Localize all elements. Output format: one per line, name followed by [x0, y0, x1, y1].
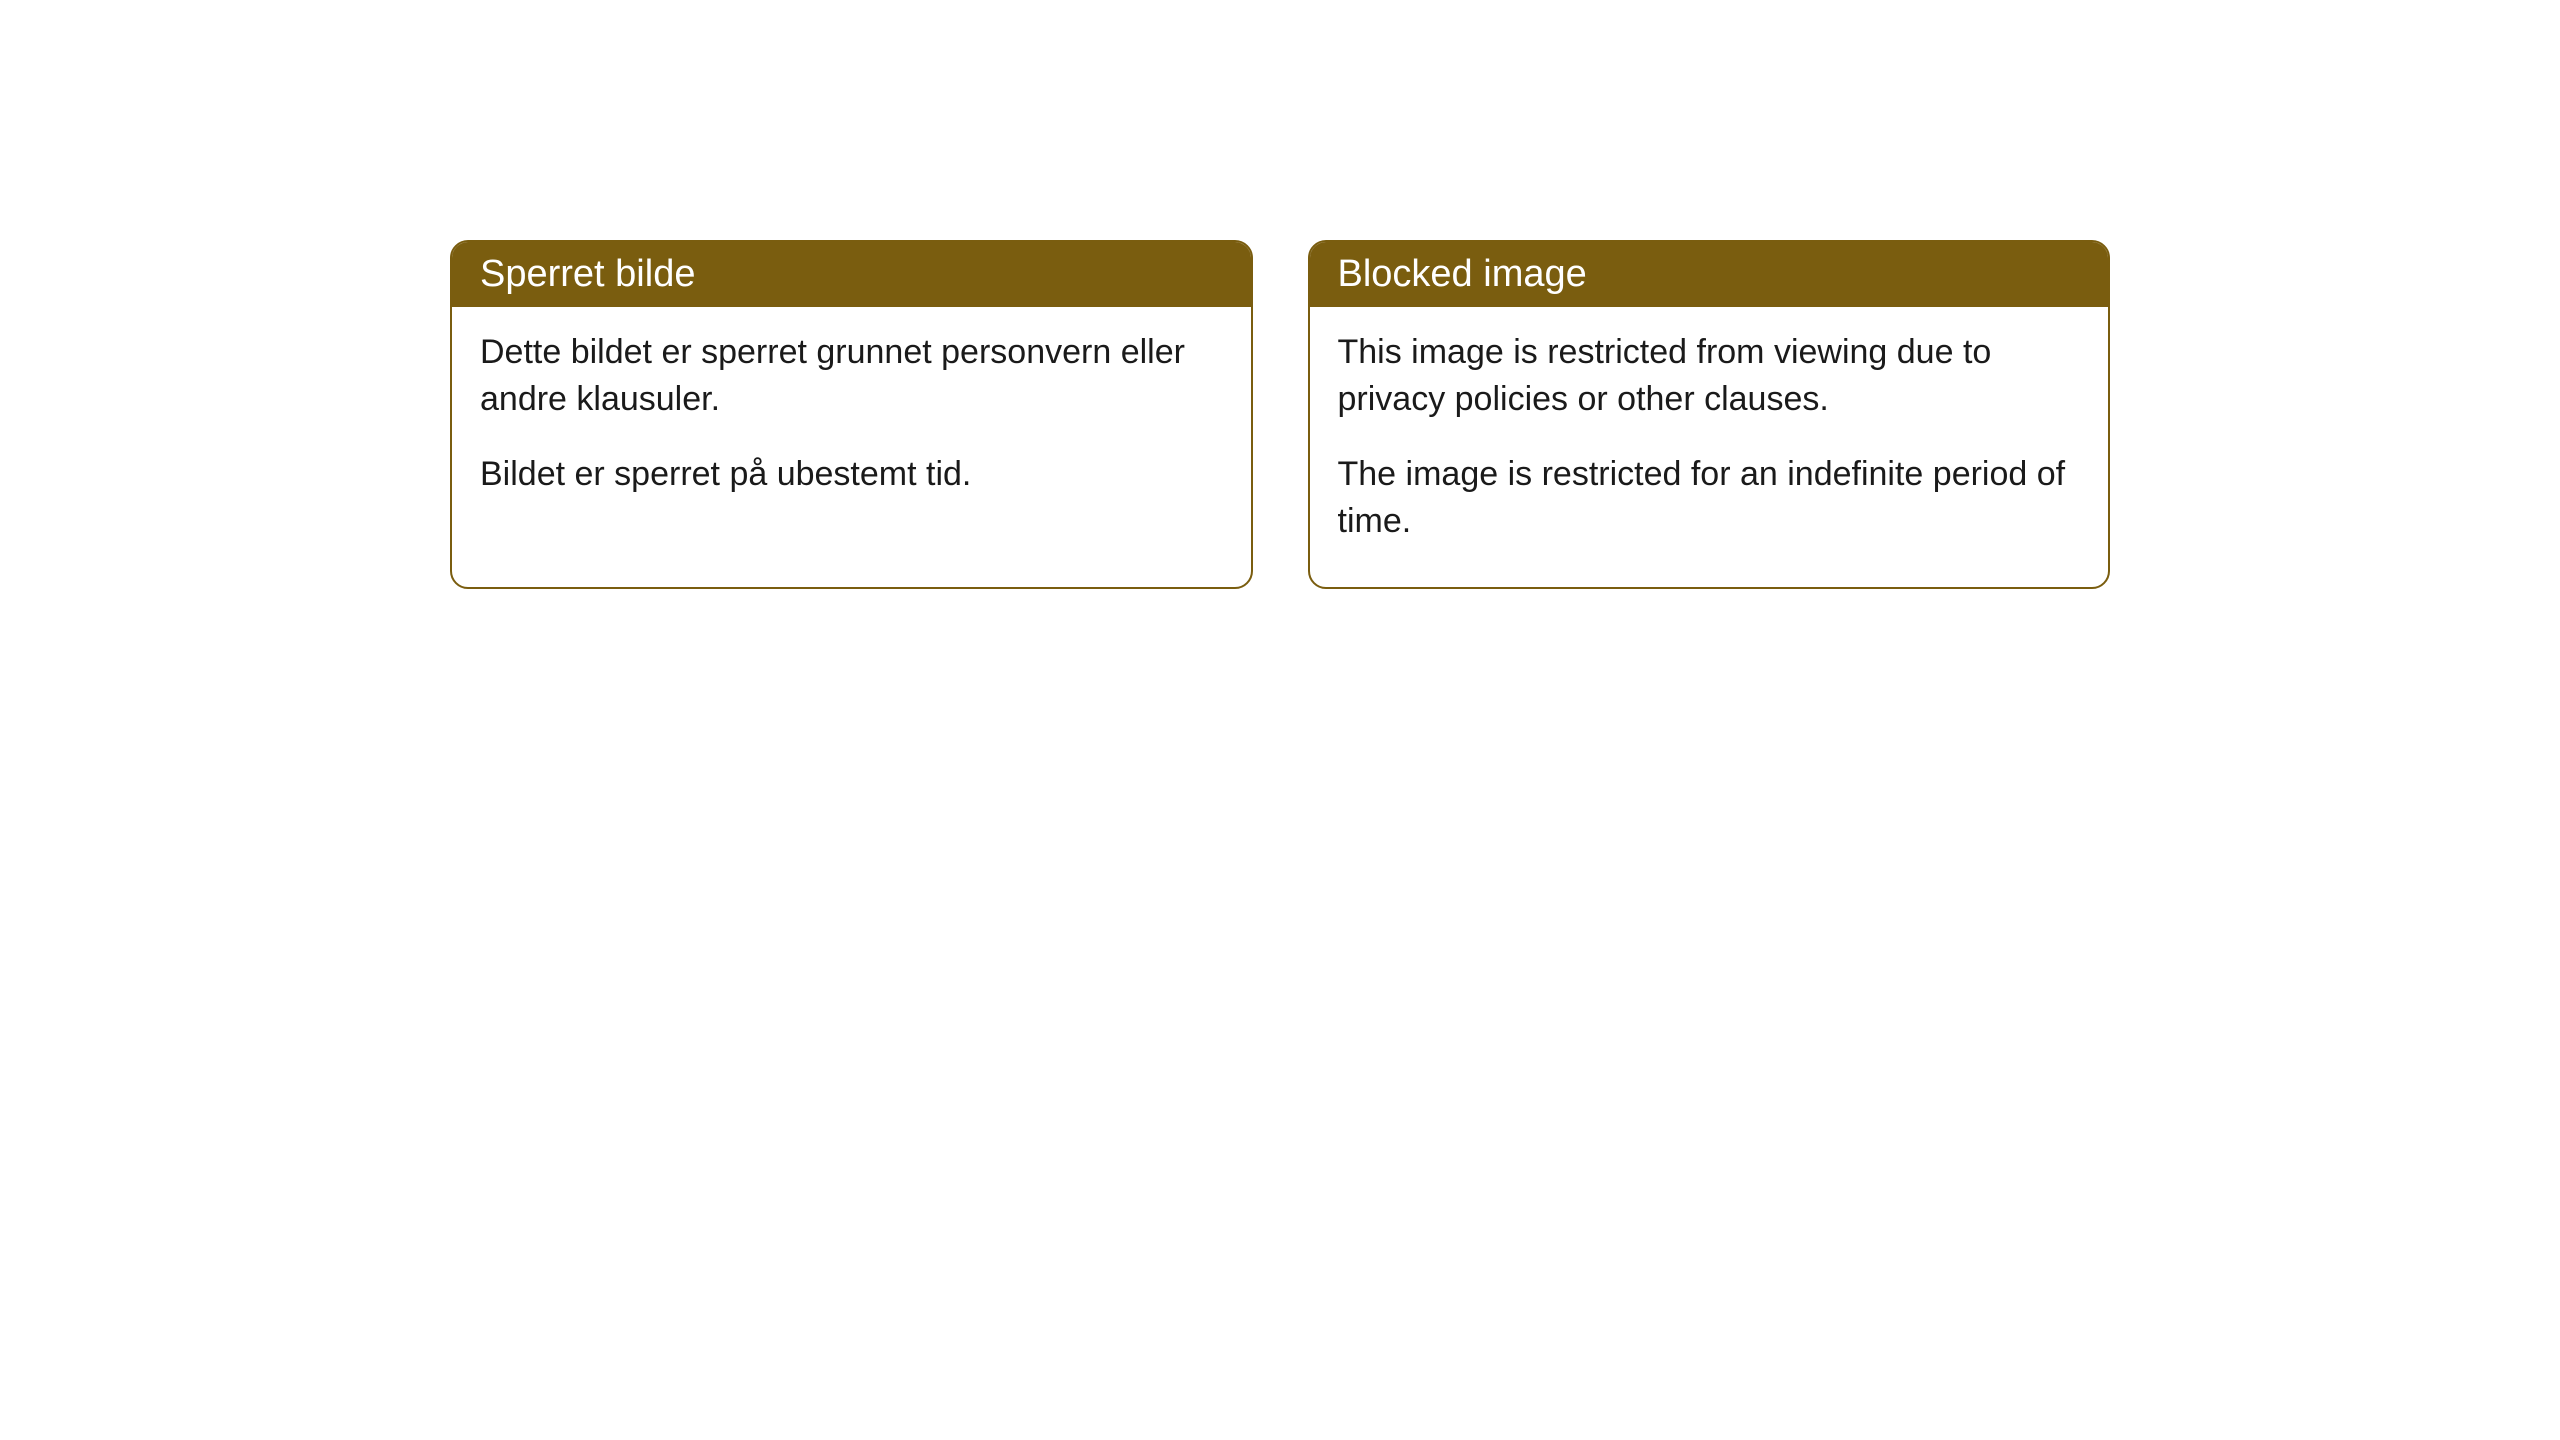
notice-paragraph: The image is restricted for an indefinit…: [1338, 451, 2081, 545]
notice-body: This image is restricted from viewing du…: [1310, 307, 2109, 587]
notice-card-norwegian: Sperret bilde Dette bildet er sperret gr…: [450, 240, 1253, 589]
notice-paragraph: Bildet er sperret på ubestemt tid.: [480, 451, 1223, 498]
notice-paragraph: This image is restricted from viewing du…: [1338, 329, 2081, 423]
notice-container: Sperret bilde Dette bildet er sperret gr…: [450, 240, 2110, 589]
notice-header: Sperret bilde: [452, 242, 1251, 307]
notice-title: Blocked image: [1338, 253, 1587, 295]
notice-header: Blocked image: [1310, 242, 2109, 307]
notice-title: Sperret bilde: [480, 253, 695, 295]
notice-body: Dette bildet er sperret grunnet personve…: [452, 307, 1251, 540]
notice-card-english: Blocked image This image is restricted f…: [1308, 240, 2111, 589]
notice-paragraph: Dette bildet er sperret grunnet personve…: [480, 329, 1223, 423]
